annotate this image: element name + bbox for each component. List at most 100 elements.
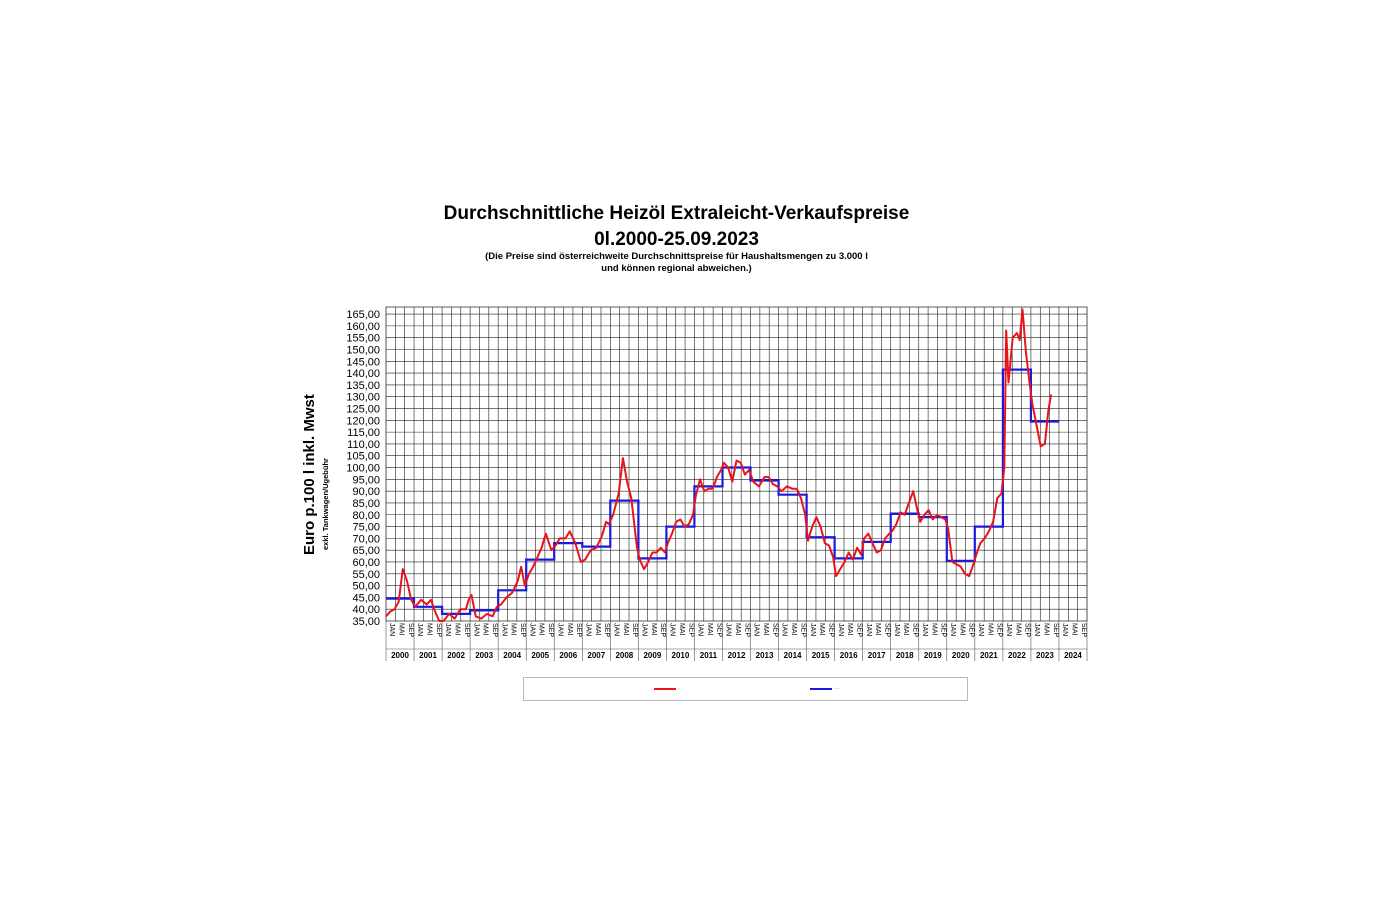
x-month-label: MAI xyxy=(846,623,853,636)
x-year-label: 2009 xyxy=(643,651,661,660)
x-year-label: 2004 xyxy=(503,651,521,660)
y-tick-label: 50,00 xyxy=(352,581,380,593)
x-month-label: MAI xyxy=(902,623,909,636)
y-tick-label: 150,00 xyxy=(346,344,380,356)
x-month-label: SEP xyxy=(1080,623,1087,637)
x-year-label: 2022 xyxy=(1008,651,1026,660)
x-year-label: 2012 xyxy=(728,651,746,660)
x-month-label: SEP xyxy=(575,623,582,637)
series-line-monthly-price xyxy=(385,308,1053,622)
x-month-label: SEP xyxy=(491,623,498,637)
x-month-label: JAN xyxy=(1061,623,1068,636)
x-year-label: 2015 xyxy=(812,651,830,660)
x-year-label: 2005 xyxy=(531,651,549,660)
y-tick-label: 110,00 xyxy=(347,439,380,451)
x-month-label: MAI xyxy=(1042,623,1049,636)
x-year-label: 2003 xyxy=(475,651,493,660)
x-month-label: JAN xyxy=(416,623,423,636)
y-tick-label: 70,00 xyxy=(352,533,380,545)
x-month-label: JAN xyxy=(865,623,872,636)
y-tick-label: 60,00 xyxy=(352,557,380,569)
x-month-label: JAN xyxy=(921,623,928,636)
x-month-label: SEP xyxy=(435,623,442,637)
x-month-label: SEP xyxy=(996,623,1003,637)
x-year-label: 2011 xyxy=(700,651,718,660)
x-month-label: SEP xyxy=(687,623,694,637)
x-month-label: SEP xyxy=(771,623,778,637)
y-tick-label: 45,00 xyxy=(352,592,380,604)
y-tick-label: 125,00 xyxy=(346,404,380,416)
x-month-label: SEP xyxy=(407,623,414,637)
x-month-label: SEP xyxy=(547,623,554,637)
x-month-label: SEP xyxy=(856,623,863,637)
x-month-label: SEP xyxy=(827,623,834,637)
x-year-label: 2000 xyxy=(391,651,409,660)
legend-label-monthly: --- xyxy=(678,686,682,690)
y-tick-label: 100,00 xyxy=(346,463,380,475)
y-tick-label: 130,00 xyxy=(346,392,380,404)
x-year-label: 2023 xyxy=(1036,651,1054,660)
x-month-label: MAI xyxy=(706,623,713,636)
x-month-label: JAN xyxy=(472,623,479,636)
x-month-label: MAI xyxy=(650,623,657,636)
y-tick-label: 155,00 xyxy=(346,333,380,345)
y-tick-label: 140,00 xyxy=(346,368,380,380)
x-month-label: MAI xyxy=(986,623,993,636)
x-month-label: MAI xyxy=(930,623,937,636)
x-month-label: MAI xyxy=(622,623,629,636)
x-month-label: JAN xyxy=(697,623,704,636)
x-month-label: MAI xyxy=(734,623,741,636)
x-year-label: 2010 xyxy=(672,651,690,660)
x-year-label: 2017 xyxy=(868,651,886,660)
y-tick-label: 35,00 xyxy=(352,616,380,628)
y-tick-label: 105,00 xyxy=(346,451,380,463)
x-month-label: JAN xyxy=(612,623,619,636)
x-month-label: SEP xyxy=(603,623,610,637)
x-month-label: MAI xyxy=(790,623,797,636)
x-month-label: JAN xyxy=(444,623,451,636)
x-year-label: 2018 xyxy=(896,651,914,660)
x-month-label: SEP xyxy=(463,623,470,637)
x-year-label: 2020 xyxy=(952,651,970,660)
x-month-label: JAN xyxy=(781,623,788,636)
x-month-label: JAN xyxy=(584,623,591,636)
x-month-label: SEP xyxy=(743,623,750,637)
x-month-label: JAN xyxy=(753,623,760,636)
y-tick-label: 65,00 xyxy=(352,545,380,557)
x-year-label: 2002 xyxy=(447,651,465,660)
x-month-label: JAN xyxy=(556,623,563,636)
x-month-label: SEP xyxy=(1052,623,1059,637)
legend: --- ----- xyxy=(523,677,968,701)
x-month-label: JAN xyxy=(893,623,900,636)
y-tick-label: 90,00 xyxy=(352,486,380,498)
x-month-label: SEP xyxy=(1024,623,1031,637)
x-month-label: SEP xyxy=(715,623,722,637)
x-month-label: MAI xyxy=(958,623,965,636)
chart-note-line-1: (Die Preise sind österreichweite Durchsc… xyxy=(485,251,868,262)
x-year-label: 2016 xyxy=(840,651,858,660)
x-month-label: MAI xyxy=(566,623,573,636)
x-month-label: JAN xyxy=(388,623,395,636)
x-month-label: JAN xyxy=(725,623,732,636)
y-tick-label: 80,00 xyxy=(352,510,380,522)
x-month-label: MAI xyxy=(874,623,881,636)
x-month-label: MAI xyxy=(398,623,405,636)
y-tick-label: 115,00 xyxy=(347,427,380,439)
y-tick-label: 85,00 xyxy=(352,498,380,510)
x-month-label: JAN xyxy=(1033,623,1040,636)
x-year-label: 2024 xyxy=(1064,651,1082,660)
x-month-label: JAN xyxy=(837,623,844,636)
y-tick-label: 95,00 xyxy=(352,474,380,486)
x-month-label: MAI xyxy=(1014,623,1021,636)
y-tick-label: 40,00 xyxy=(352,604,380,616)
x-month-label: JAN xyxy=(528,623,535,636)
chart-note: (Die Preise sind österreichweite Durchsc… xyxy=(0,251,1353,275)
x-month-label: SEP xyxy=(884,623,891,637)
y-tick-label: 120,00 xyxy=(346,415,380,427)
x-month-label: JAN xyxy=(641,623,648,636)
x-month-label: SEP xyxy=(940,623,947,637)
y-tick-label: 165,00 xyxy=(346,309,380,321)
x-month-label: MAI xyxy=(594,623,601,636)
x-month-label: JAN xyxy=(500,623,507,636)
